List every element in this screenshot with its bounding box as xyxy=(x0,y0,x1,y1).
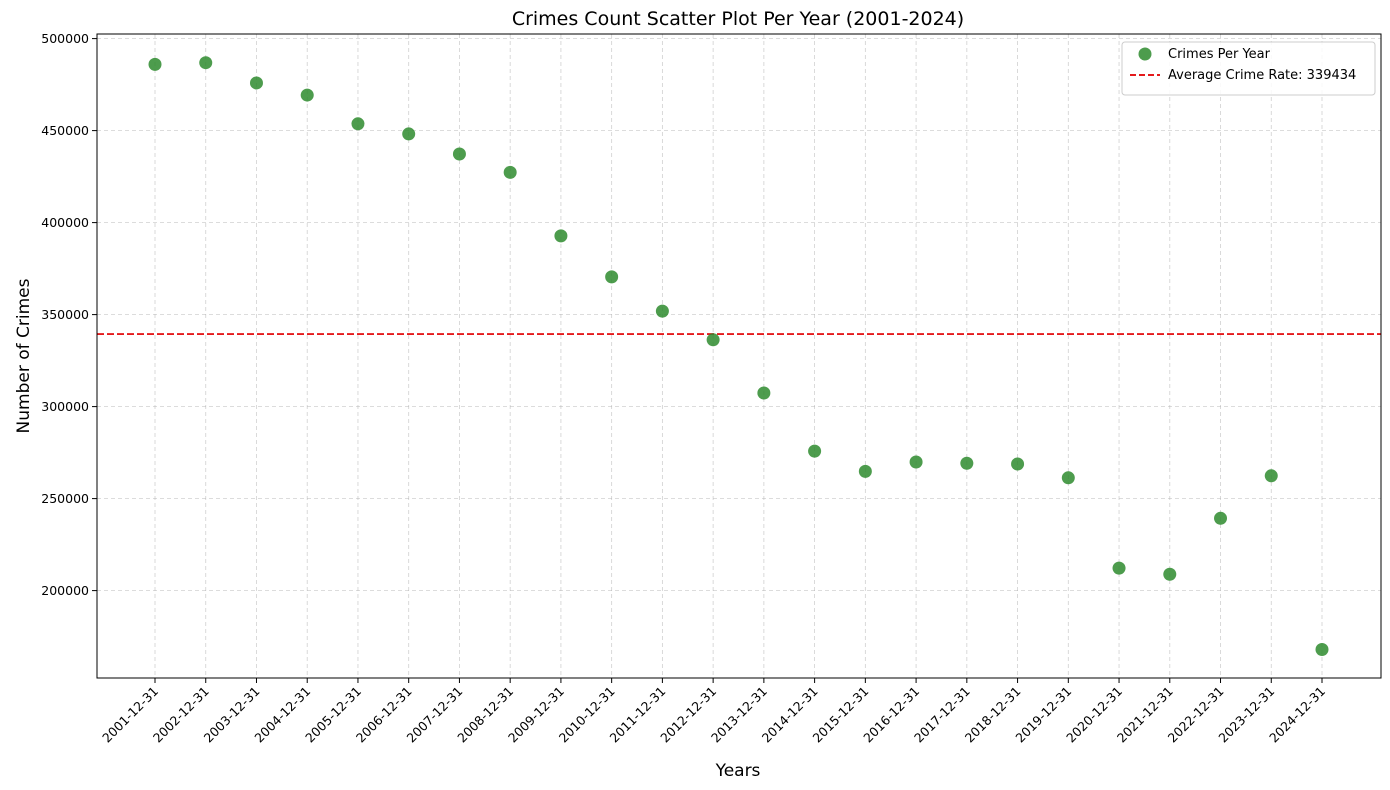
data-point xyxy=(757,386,771,400)
data-point xyxy=(300,88,314,102)
data-point xyxy=(249,76,263,90)
plot-frame xyxy=(96,33,1382,679)
data-point xyxy=(199,56,213,70)
y-axis-label: Number of Crimes xyxy=(14,278,34,433)
data-point xyxy=(351,117,365,131)
x-axis-label: Years xyxy=(715,761,761,781)
data-point xyxy=(808,444,822,458)
data-point xyxy=(960,456,974,470)
data-point xyxy=(554,229,568,243)
legend-box xyxy=(1121,41,1376,96)
data-point xyxy=(452,147,466,161)
data-point xyxy=(402,127,416,141)
data-point xyxy=(655,304,669,318)
data-point xyxy=(706,333,720,347)
data-point xyxy=(1264,469,1278,483)
data-point xyxy=(605,270,619,284)
y-tick-label: 300000 xyxy=(41,399,89,414)
legend-label-average: Average Crime Rate: 339434 xyxy=(1168,68,1356,83)
tick-labels: 200000 250000 300000 350000 400000 450000 5000… xyxy=(41,31,1328,745)
data-point xyxy=(148,57,162,71)
y-tick-label: 350000 xyxy=(41,307,89,322)
grid-lines xyxy=(97,34,1381,678)
data-point xyxy=(503,165,517,179)
legend-scatter-marker xyxy=(1138,47,1152,61)
data-points xyxy=(148,56,1329,656)
y-tick-label: 200000 xyxy=(41,583,89,598)
data-point xyxy=(858,464,872,478)
data-point xyxy=(909,455,923,469)
axes xyxy=(96,33,1382,679)
data-point xyxy=(1315,642,1329,656)
data-point xyxy=(1163,567,1177,581)
legend-label-series: Crimes Per Year xyxy=(1168,47,1271,62)
data-point xyxy=(1112,561,1126,575)
chart-title: Crimes Count Scatter Plot Per Year (2001… xyxy=(512,8,964,30)
data-point xyxy=(1214,511,1228,525)
legend: Crimes Per Year Average Crime Rate: 3394… xyxy=(1121,41,1376,96)
y-tick-label: 500000 xyxy=(41,31,89,46)
y-tick-label: 250000 xyxy=(41,491,89,506)
data-point xyxy=(1011,457,1025,471)
y-tick-label: 400000 xyxy=(41,215,89,230)
data-point xyxy=(1061,471,1075,485)
y-tick-label: 450000 xyxy=(41,123,89,138)
